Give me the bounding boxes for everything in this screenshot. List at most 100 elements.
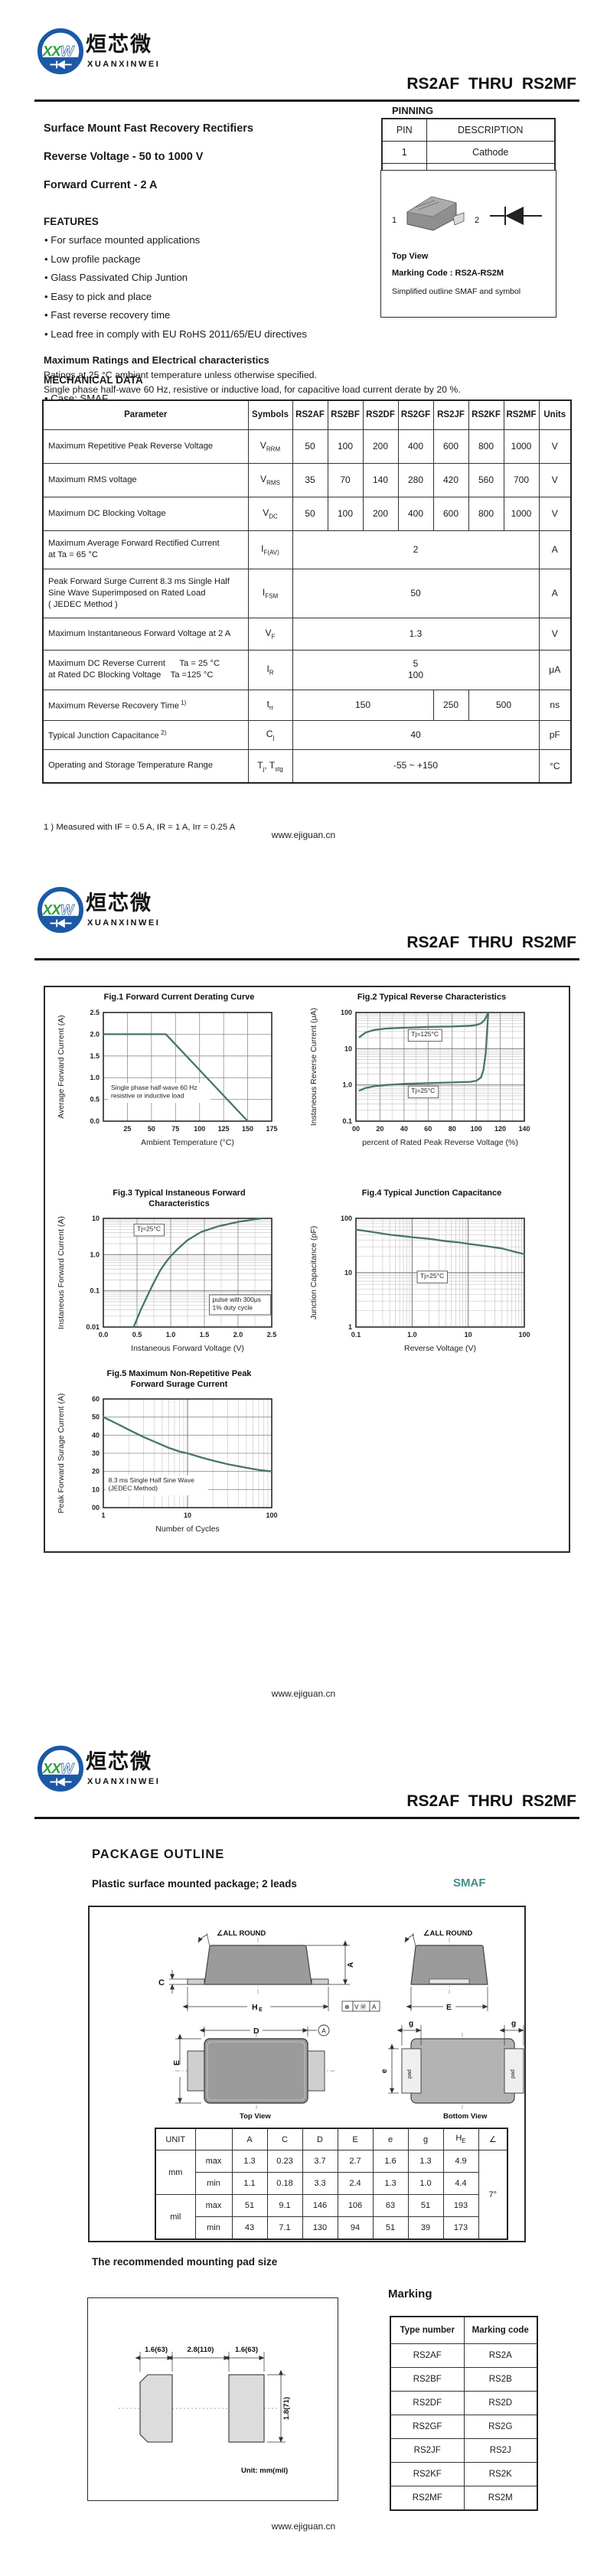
header-rule <box>34 99 579 102</box>
package-illustration: 1 2 <box>392 196 542 231</box>
dim-value-cell: 4.9 <box>442 2150 479 2173</box>
marking-row: RS2BF RS2B <box>390 2367 538 2392</box>
ratings-row: Maximum Repetitive Peak Reverse Voltage V… <box>42 429 572 464</box>
dim-header-cell <box>194 2128 233 2150</box>
ratings-row: Maximum Average Forward Rectified Curren… <box>42 530 572 569</box>
marking-header-cell: Type number <box>390 2316 465 2344</box>
ratings-header-cell: Units <box>538 399 572 430</box>
unit-cell: pF <box>538 719 572 750</box>
ratings-header-cell: RS2DF <box>362 399 399 430</box>
page-title: RS2AF THRU RS2MF <box>406 75 576 93</box>
dim-value-cell: 130 <box>302 2216 338 2240</box>
symbol-cell: IR <box>247 649 293 690</box>
svg-text:100: 100 <box>341 1215 352 1222</box>
value-cell: 50 <box>292 429 328 464</box>
symbol-cell: IF(AV) <box>247 530 293 569</box>
page-1: X X W 烜芯微 XUANXINWEI RS2AF THRU RS2MF Su… <box>0 0 607 859</box>
svg-text:1: 1 <box>348 1323 352 1331</box>
logo-diode-icon <box>50 1777 72 1787</box>
dim-header-cell: HE <box>442 2128 479 2150</box>
svg-text:C: C <box>158 1978 165 1987</box>
unit-cell: ns <box>538 689 572 721</box>
value-cell: 140 <box>362 462 399 497</box>
svg-text:g: g <box>409 2020 413 2028</box>
parameter-cell: Typical Junction Capacitance 2) <box>42 719 249 750</box>
ratings-header-cell: Parameter <box>42 399 249 430</box>
mounting-pad-heading: The recommended mounting pad size <box>92 2256 278 2268</box>
svg-text:X: X <box>42 1760 54 1776</box>
ratings-header-cell: RS2AF <box>292 399 328 430</box>
marking-code-label: Marking Code : RS2A-RS2M <box>392 269 504 278</box>
dim-header-cell: g <box>407 2128 444 2150</box>
package-subheading: Plastic surface mounted package; 2 leads <box>92 1878 297 1890</box>
company-logo: X X W 烜芯微 XUANXINWEI <box>37 886 236 955</box>
svg-text:W: W <box>60 902 75 918</box>
svg-text:8.3 ms Single Half Sine Wave: 8.3 ms Single Half Sine Wave <box>109 1476 194 1484</box>
svg-text:W: W <box>60 43 75 59</box>
mounting-pad-drawing: 1.6(63) 2.8(110) 1.6(63) 1.8(71) Unit: m… <box>119 2346 291 2475</box>
value-cell: 200 <box>362 429 399 464</box>
svg-text:Reverse Voltage (V): Reverse Voltage (V) <box>404 1344 476 1353</box>
svg-text:0.1: 0.1 <box>90 1287 100 1295</box>
feature-item: • Low profile package <box>44 253 141 265</box>
pinning-table-body: PINDESCRIPTION1Cathode2Anode <box>381 118 556 187</box>
svg-text:Unit: mm(mil): Unit: mm(mil) <box>241 2467 288 2475</box>
marking-row: RS2DF RS2D <box>390 2391 538 2415</box>
svg-text:1.6(63): 1.6(63) <box>235 2346 258 2354</box>
svg-text:D: D <box>253 2027 259 2036</box>
dim-value-cell: 173 <box>442 2216 479 2240</box>
value-cell: 420 <box>432 462 469 497</box>
svg-text:00: 00 <box>92 1504 100 1511</box>
features-heading: FEATURES <box>44 216 99 227</box>
svg-text:50: 50 <box>92 1414 100 1421</box>
page-2: X X W 烜芯微 XUANXINWEI RS2AF THRU RS2MF Fi… <box>0 859 607 1717</box>
svg-text:Instaneous Forward Voltage (V): Instaneous Forward Voltage (V) <box>131 1344 244 1353</box>
company-name-en: XUANXINWEI <box>87 1777 161 1786</box>
svg-text:1.5: 1.5 <box>200 1331 210 1339</box>
svg-text:e: e <box>380 2069 389 2073</box>
company-logo: X X W 烜芯微 XUANXINWEI <box>37 28 236 96</box>
svg-text:Tj=25°C: Tj=25°C <box>411 1087 435 1094</box>
svg-text:Junction Capacitance (pF): Junction Capacitance (pF) <box>309 1226 318 1320</box>
svg-text:0.0: 0.0 <box>90 1117 100 1125</box>
figure-1-chart: 25 50 75 100 125 150 175 0.0 0.5 1.0 1.5 2.0 2.5 Ambi… <box>57 1009 278 1147</box>
symbol-cell: Tj, Tstg <box>247 748 293 784</box>
svg-text:1.5: 1.5 <box>90 1052 100 1060</box>
svg-text:2.0: 2.0 <box>90 1030 100 1038</box>
unit-cell: V <box>538 462 572 497</box>
svg-text:1% duty cycle: 1% duty cycle <box>213 1303 253 1311</box>
marking-row: RS2GF RS2G <box>390 2415 538 2439</box>
svg-text:1.6(63): 1.6(63) <box>145 2346 168 2354</box>
ratings-row: Maximum Reverse Recovery Time 1) trr 150 25… <box>42 689 572 721</box>
marking-table: Type number Marking code RS2AF RS2A RS2BF RS2… <box>390 2316 538 2511</box>
logo-mark-icon: X X W <box>37 1745 84 1792</box>
marking-header-cell: Marking code <box>463 2316 538 2344</box>
value-cell: 400 <box>397 429 434 464</box>
pinning-header-row: PIN DESCRIPTION <box>381 118 556 142</box>
dim-value-cell: 193 <box>442 2194 479 2217</box>
value-cell: 560 <box>468 462 504 497</box>
svg-text:E: E <box>172 2060 181 2066</box>
dim-value-cell: 0.18 <box>266 2172 303 2195</box>
marking-row: RS2MF RS2M <box>390 2486 538 2511</box>
feature-item: • Easy to pick and place <box>44 290 152 302</box>
dim-value-cell: 7.1 <box>266 2216 303 2240</box>
dim-angle-cell: 7° <box>478 2150 508 2240</box>
top-view-drawing: D A E Top View <box>172 2024 336 2121</box>
svg-text:⊕: ⊕ <box>344 2004 350 2010</box>
svg-text:20: 20 <box>92 1468 100 1475</box>
marking-row: RS2JF RS2J <box>390 2438 538 2463</box>
svg-text:2.0: 2.0 <box>233 1331 243 1339</box>
svg-text:10: 10 <box>184 1511 191 1519</box>
dim-header-cell: e <box>372 2128 409 2150</box>
svg-text:30: 30 <box>92 1449 100 1457</box>
svg-text:E: E <box>259 2007 263 2013</box>
footer-url: www.ejiguan.cn <box>271 830 336 840</box>
dim-row: mil max 51 9.1 146 106 63 51 193 <box>155 2194 507 2240</box>
svg-text:Tj=125°C: Tj=125°C <box>411 1030 439 1038</box>
dim-value-cell: 63 <box>372 2194 409 2217</box>
unit-cell: V <box>538 496 572 531</box>
mechanical-heading: MECHANICAL DATA <box>44 374 143 386</box>
dim-header-cell: D <box>302 2128 338 2150</box>
feature-item: • Lead free in comply with EU RoHS 2011/… <box>44 328 308 340</box>
